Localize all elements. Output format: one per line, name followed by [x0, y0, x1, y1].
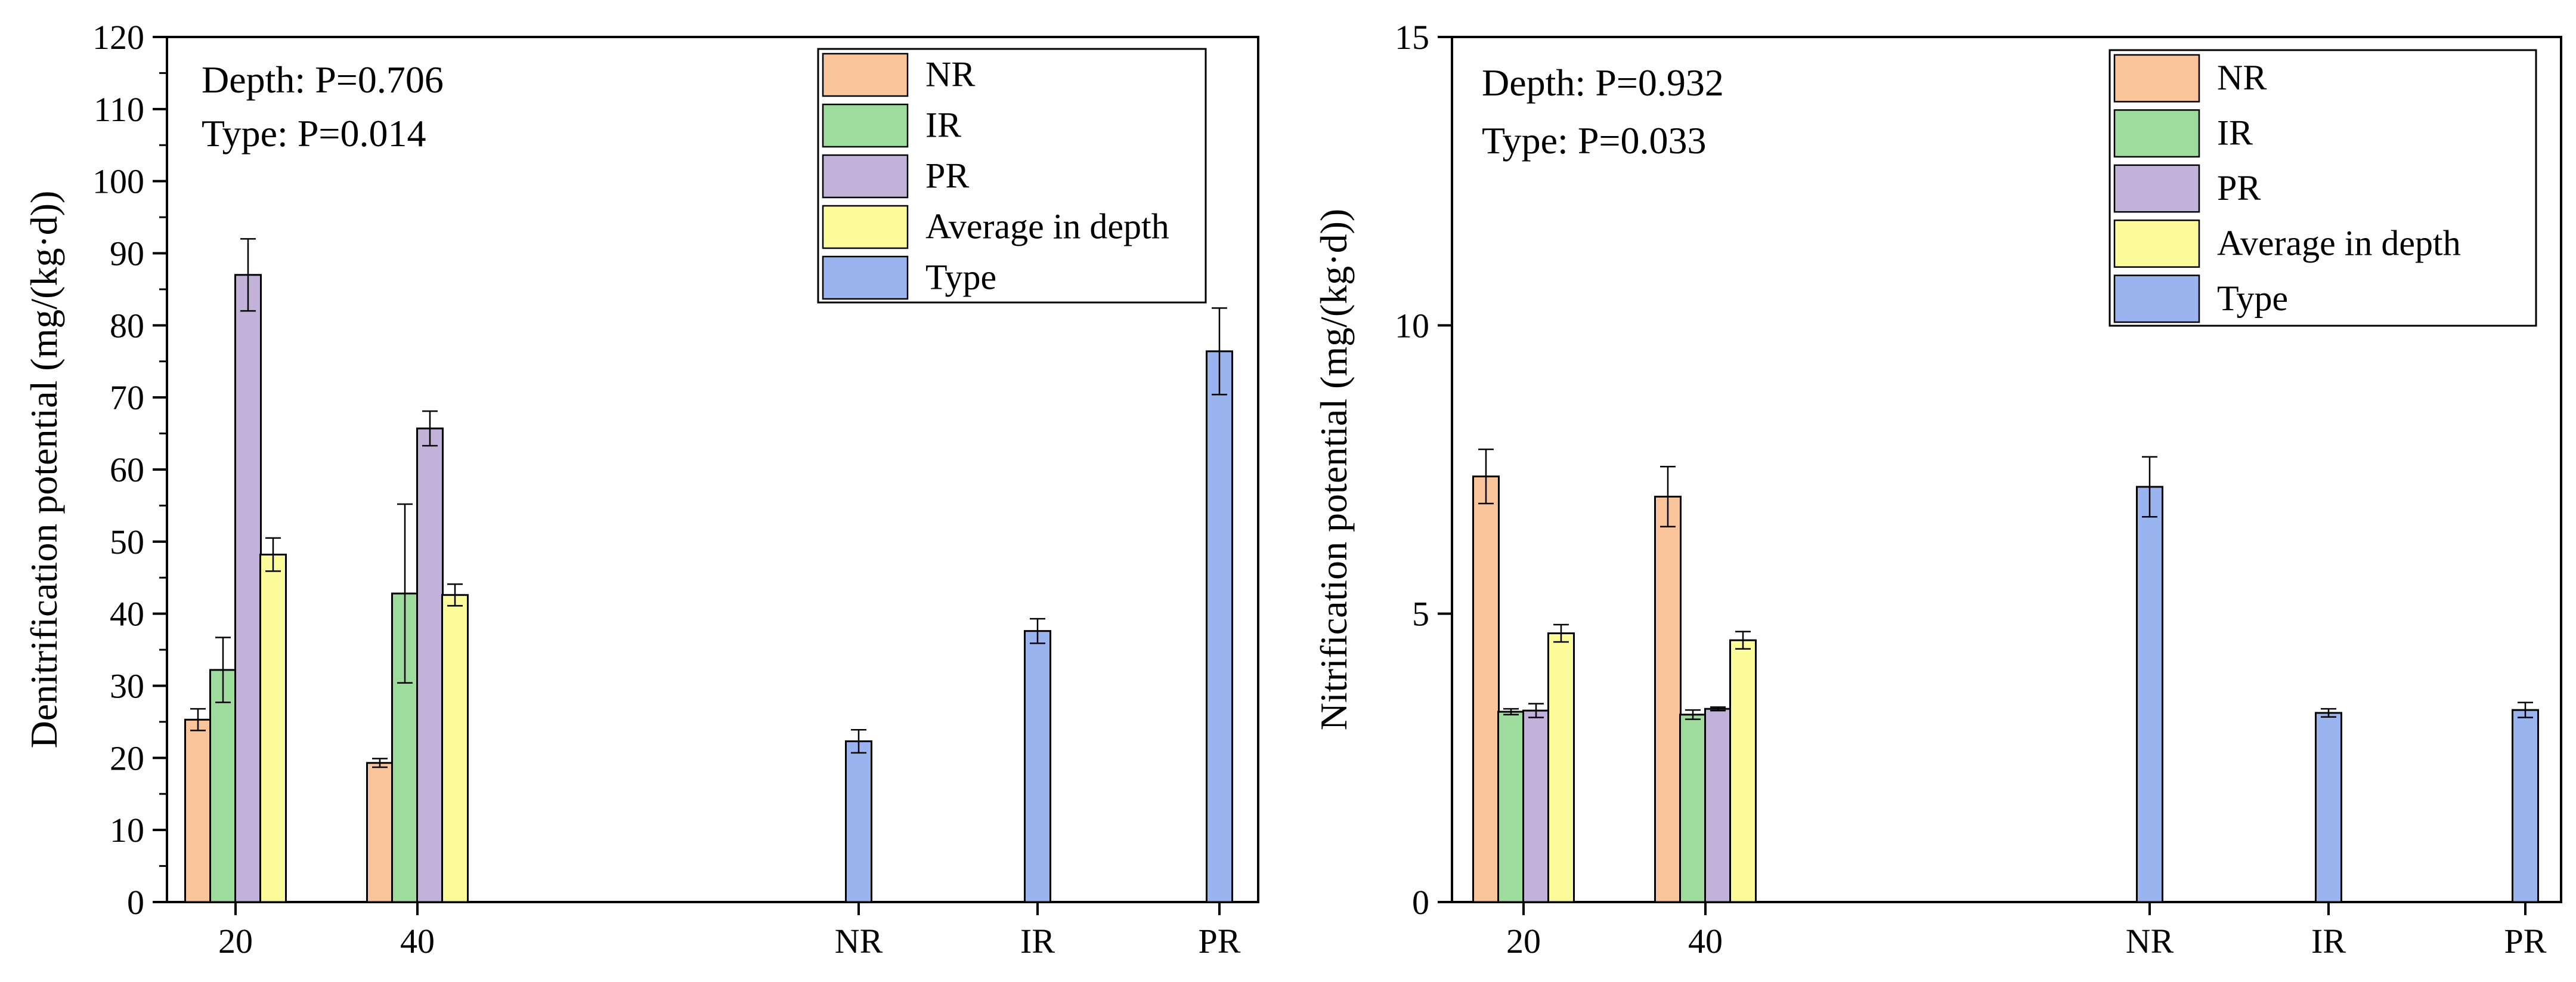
bar-nr	[184, 718, 212, 903]
bar-nr	[1654, 495, 1682, 903]
bar-type	[2315, 712, 2342, 903]
legend-swatch	[822, 154, 909, 199]
y-tick-label: 10	[1395, 306, 1429, 345]
legend-label: NR	[925, 55, 975, 94]
x-tick-label: 40	[400, 922, 435, 961]
legend-label: Type	[925, 258, 996, 297]
bar-nr	[1472, 475, 1500, 903]
x-tick-label: PR	[2504, 922, 2547, 961]
legend-swatch	[2113, 164, 2200, 213]
y-tick-label: 0	[127, 883, 144, 922]
legend-swatch	[822, 205, 909, 249]
denitrification-chart: 0 10 20 30 40 50 60 70 80 90 100 110 120 20 40 NR IR PR De…	[23, 18, 1259, 961]
legend-label: Type	[2217, 279, 2288, 318]
legend-swatch	[822, 103, 909, 148]
y-tick-label: 110	[94, 90, 144, 129]
y-tick-label: 10	[110, 811, 144, 850]
legend-swatch	[2113, 274, 2200, 323]
legend-label: Average in depth	[925, 207, 1169, 246]
bar-nr	[366, 762, 394, 903]
bar-type	[1024, 630, 1051, 903]
y-tick-label: 60	[110, 450, 144, 489]
bar-type	[845, 740, 872, 903]
y-tick-label: 15	[1395, 18, 1429, 57]
bar-type	[2512, 709, 2539, 903]
depth-p-value: Depth: P=0.932	[1482, 61, 1724, 104]
y-axis-title: Nitrification potential (mg/(kg·d))	[1312, 209, 1355, 730]
legend-label: NR	[2217, 58, 2267, 97]
x-tick-label: IR	[2311, 922, 2346, 961]
bar-pr	[1704, 708, 1732, 903]
y-tick-label: 70	[110, 378, 144, 417]
x-tick-label: IR	[1020, 922, 1055, 961]
bar-average-in-depth	[259, 554, 287, 903]
depth-p-value: Depth: P=0.706	[202, 58, 444, 101]
legend-swatch	[2113, 54, 2200, 103]
legend-swatch	[822, 255, 909, 300]
y-tick-label: 120	[92, 18, 144, 57]
bar-pr	[234, 274, 262, 903]
x-tick-label: PR	[1199, 922, 1241, 961]
y-tick-label: 90	[110, 234, 144, 273]
bar-pr	[1522, 709, 1550, 903]
bar-average-in-depth	[441, 594, 469, 903]
y-tick-label: 50	[110, 523, 144, 561]
nitrification-chart: 0 5 10 15 20 40 NR IR PR Nitrification potential …	[1312, 18, 2562, 961]
y-tick-label: 20	[110, 739, 144, 777]
y-tick-label: 80	[110, 306, 144, 345]
x-tick-label: 20	[218, 922, 253, 961]
y-tick-label: 30	[110, 667, 144, 706]
bar-average-in-depth	[1547, 632, 1575, 903]
x-tick-label: 20	[1506, 922, 1541, 961]
y-tick-label: 40	[110, 595, 144, 634]
x-tick-label: NR	[2126, 922, 2174, 961]
legend-swatch	[822, 53, 909, 97]
legend-label: Average in depth	[2217, 223, 2461, 263]
x-tick-label: 40	[1688, 922, 1723, 961]
bar-type	[2136, 486, 2163, 903]
y-tick-label: 5	[1412, 595, 1429, 634]
y-tick-label: 0	[1412, 883, 1429, 922]
legend-label: PR	[2217, 168, 2261, 208]
type-p-value: Type: P=0.014	[202, 112, 426, 155]
legend-label: PR	[925, 156, 969, 196]
bar-ir	[1679, 714, 1707, 903]
bar-ir	[209, 669, 237, 903]
legend-swatch	[2113, 219, 2200, 268]
y-axis-title: Denitrification potential (mg/(kg·d))	[23, 191, 65, 749]
legend-swatch	[2113, 109, 2200, 158]
plot-frame	[1451, 36, 2562, 903]
x-tick-label: NR	[835, 922, 883, 961]
legend-label: IR	[925, 106, 961, 145]
bar-ir	[1497, 711, 1525, 903]
bar-pr	[416, 427, 444, 903]
y-tick-label: 100	[92, 162, 144, 201]
bar-type	[1206, 350, 1233, 903]
type-p-value: Type: P=0.033	[1482, 119, 1707, 162]
legend-label: IR	[2217, 113, 2253, 153]
bar-average-in-depth	[1729, 639, 1757, 903]
